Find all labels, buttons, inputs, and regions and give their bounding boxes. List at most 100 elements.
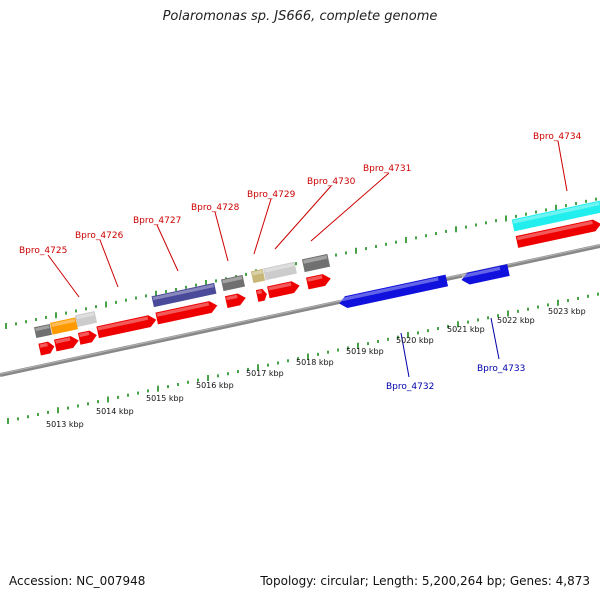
genome-backbone bbox=[0, 244, 600, 377]
major-tick bbox=[557, 299, 559, 306]
gene-block-shine bbox=[264, 262, 295, 273]
gene-arrow bbox=[515, 219, 600, 248]
minor-tick bbox=[247, 367, 249, 371]
major-tick bbox=[5, 323, 7, 329]
major-tick bbox=[105, 301, 107, 308]
minor-tick bbox=[195, 283, 197, 287]
minor-tick bbox=[317, 352, 319, 356]
minor-tick bbox=[15, 322, 17, 326]
gene-arrow bbox=[155, 301, 218, 325]
minor-tick bbox=[387, 337, 389, 341]
minor-tick bbox=[97, 400, 99, 404]
minor-tick bbox=[127, 393, 129, 397]
gene-arrow-body bbox=[155, 301, 218, 325]
gene-block-body bbox=[151, 282, 217, 308]
minor-tick bbox=[447, 324, 449, 328]
minor-tick bbox=[415, 236, 417, 240]
gene-block-body bbox=[220, 274, 246, 292]
minor-tick bbox=[327, 350, 329, 354]
leader-line bbox=[310, 172, 390, 242]
minor-tick bbox=[167, 385, 169, 389]
gene-arrow-body bbox=[339, 274, 449, 308]
leader-line bbox=[400, 332, 410, 378]
minor-tick bbox=[395, 240, 397, 244]
minor-tick bbox=[267, 363, 269, 367]
gene-arrow bbox=[54, 336, 79, 352]
scale-label: 5018 kbp bbox=[296, 358, 334, 367]
minor-tick bbox=[47, 410, 49, 414]
minor-tick bbox=[347, 346, 349, 350]
leader-line bbox=[253, 198, 272, 255]
minor-tick bbox=[397, 335, 399, 339]
gene-arrow bbox=[339, 274, 449, 308]
scale-label: 5022 kbp bbox=[497, 316, 535, 325]
lower-tick-track bbox=[7, 292, 599, 424]
scale-label: 5014 kbp bbox=[96, 407, 134, 416]
minor-tick bbox=[85, 307, 87, 311]
minor-tick bbox=[367, 342, 369, 346]
gene-block bbox=[301, 253, 331, 273]
gene-block-body bbox=[511, 200, 600, 232]
major-tick bbox=[455, 226, 457, 233]
gene-block-body bbox=[34, 323, 52, 339]
minor-tick bbox=[597, 292, 599, 296]
gene-block-body bbox=[263, 261, 297, 281]
minor-tick bbox=[185, 285, 187, 289]
minor-tick bbox=[497, 314, 499, 318]
gene-arrow bbox=[77, 330, 97, 345]
gene-arrow-body bbox=[306, 274, 331, 290]
backbone-line bbox=[0, 244, 600, 377]
leader-line bbox=[274, 185, 332, 250]
gene-arrow-body bbox=[38, 341, 55, 356]
minor-tick bbox=[137, 391, 139, 395]
major-tick bbox=[357, 342, 359, 349]
gene-block-shine bbox=[35, 325, 50, 332]
major-tick bbox=[257, 364, 259, 371]
minor-tick bbox=[35, 318, 37, 322]
minor-tick bbox=[517, 309, 519, 313]
gene-arrow-body bbox=[267, 281, 300, 299]
leader-line bbox=[156, 224, 179, 272]
minor-tick bbox=[377, 339, 379, 343]
minor-tick bbox=[495, 219, 497, 223]
gene-block bbox=[263, 261, 297, 281]
minor-tick bbox=[77, 404, 79, 408]
leader-line bbox=[490, 317, 500, 360]
minor-tick bbox=[585, 199, 587, 203]
minor-tick bbox=[187, 380, 189, 384]
minor-tick bbox=[37, 413, 39, 417]
major-tick bbox=[407, 332, 409, 338]
minor-tick bbox=[125, 298, 127, 302]
genome-summary-text: Topology: circular; Length: 5,200,264 bp… bbox=[260, 574, 590, 588]
major-tick bbox=[505, 215, 507, 222]
gene-arrow-shine bbox=[339, 277, 439, 302]
gene-label-bpro-4725: Bpro_4725 bbox=[19, 246, 67, 256]
leader-line bbox=[47, 254, 80, 298]
gene-arrow-shine bbox=[97, 316, 149, 331]
minor-tick bbox=[145, 294, 147, 298]
minor-tick bbox=[277, 361, 279, 365]
gene-block-shine bbox=[76, 312, 95, 320]
gene-block-shine bbox=[222, 276, 243, 284]
gene-block-body bbox=[250, 268, 266, 284]
gene-label-bpro-4734: Bpro_4734 bbox=[533, 132, 582, 142]
major-tick bbox=[7, 418, 9, 424]
scale-label: 5015 kbp bbox=[146, 394, 184, 403]
major-tick bbox=[57, 407, 59, 414]
gene-arrow-shine bbox=[226, 294, 238, 301]
gene-arrow-shine bbox=[156, 302, 210, 317]
minor-tick bbox=[385, 242, 387, 246]
gene-block-body bbox=[74, 311, 98, 327]
scale-label: 5023 kbp bbox=[548, 307, 586, 316]
gene-label-bpro-4733: Bpro_4733 bbox=[477, 364, 525, 374]
minor-tick bbox=[335, 253, 337, 257]
minor-tick bbox=[295, 262, 297, 266]
minor-tick bbox=[115, 300, 117, 304]
minor-tick bbox=[67, 406, 69, 410]
minor-tick bbox=[537, 305, 539, 309]
minor-tick bbox=[567, 299, 569, 303]
gene-label-bpro-4732: Bpro_4732 bbox=[386, 382, 434, 392]
backbone-highlight bbox=[0, 244, 600, 375]
minor-tick bbox=[287, 359, 289, 363]
gene-arrow bbox=[267, 281, 300, 299]
